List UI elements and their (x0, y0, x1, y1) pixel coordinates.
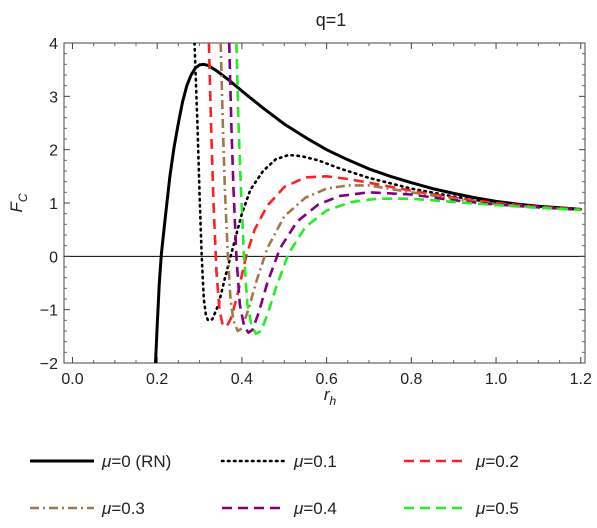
x-tick-label: 0.8 (400, 371, 422, 388)
legend-label-3: μ=0.3 (101, 499, 145, 518)
y-axis-label: FC (7, 193, 30, 212)
series-line-2 (207, 43, 581, 328)
legend-label-1: μ=0.1 (293, 452, 337, 471)
legend-symbol: μ (475, 452, 486, 471)
y-axis-label-sub: C (16, 193, 30, 202)
series-line-5 (235, 43, 581, 336)
legend-text: =0.5 (485, 499, 519, 518)
y-tick-label: −2 (40, 356, 58, 373)
x-tick-label: 0.6 (315, 371, 337, 388)
legend-symbol: μ (475, 499, 486, 518)
series-lines (154, 43, 583, 363)
x-axis-label-sub: h (329, 394, 336, 408)
legend-text: =0.3 (111, 499, 145, 518)
x-tick-label: 0.2 (146, 371, 168, 388)
legend-text: =0.2 (485, 452, 519, 471)
legend-symbol: μ (101, 452, 112, 471)
x-axis-label-main: r (324, 385, 331, 404)
legend-text: =0 (RN) (111, 452, 171, 471)
y-tick-label: 4 (49, 36, 58, 53)
legend-label-5: μ=0.5 (475, 499, 519, 518)
y-axis-label-main: F (7, 201, 26, 213)
x-axis-label: rh (324, 385, 337, 408)
x-tick-label: 0.0 (61, 371, 83, 388)
y-tick-label: −1 (40, 303, 58, 320)
x-tick-label: 1.0 (485, 371, 507, 388)
legend-text: =0.1 (303, 452, 337, 471)
chart-title: q=1 (316, 10, 347, 30)
y-tick-label: 0 (49, 249, 58, 266)
legend-symbol: μ (293, 452, 304, 471)
legend-label-2: μ=0.2 (475, 452, 519, 471)
legend-symbol: μ (101, 499, 112, 518)
y-tick-label: 3 (49, 89, 58, 106)
series-line-0 (154, 62, 581, 363)
legend-label-0: μ=0 (RN) (101, 452, 171, 471)
legend-symbol: μ (293, 499, 304, 518)
legend: μ=0 (RN) μ=0.1 μ=0.2μ=0.3 μ=0.4 μ=0.5 (30, 452, 519, 518)
y-tick-label: 1 (49, 196, 58, 213)
x-tick-label: 1.2 (570, 371, 592, 388)
series-line-1 (193, 43, 583, 322)
axis-ticks: 0.0 0.2 0.4 0.6 0.8 1.0 1.2 −2 −1 0 1 2 3 4 (40, 36, 592, 388)
legend-text: =0.4 (303, 499, 337, 518)
legend-label-4: μ=0.4 (293, 499, 337, 518)
y-tick-label: 2 (49, 143, 58, 160)
x-tick-label: 0.4 (231, 371, 253, 388)
